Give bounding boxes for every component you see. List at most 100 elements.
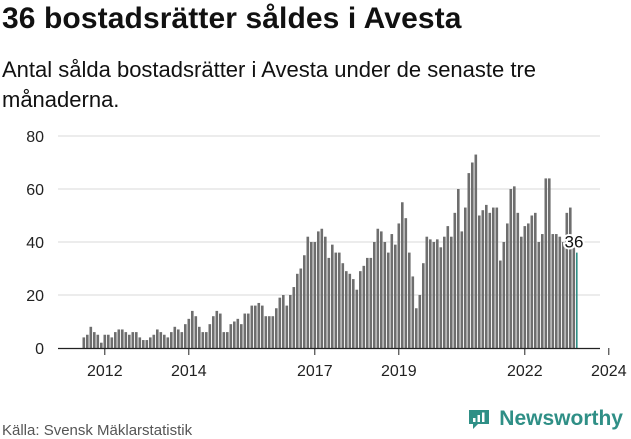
source-note: Källa: Svensk Mäklarstatistik — [2, 422, 193, 439]
bar — [548, 178, 551, 348]
bar — [401, 202, 404, 348]
bar — [191, 310, 194, 348]
bar — [537, 242, 541, 348]
bar — [527, 223, 530, 348]
bar — [219, 313, 222, 348]
bar — [317, 231, 320, 348]
bar — [471, 162, 474, 348]
bar — [397, 223, 401, 348]
bar — [418, 295, 422, 348]
bar — [502, 242, 506, 348]
chart-logo-icon — [469, 410, 490, 429]
bar — [222, 332, 226, 348]
bar — [474, 154, 478, 348]
bar — [439, 247, 443, 348]
bar — [142, 340, 145, 348]
bar — [478, 215, 481, 348]
bar — [569, 207, 572, 348]
bar — [233, 321, 236, 348]
bar — [369, 257, 373, 348]
bar — [128, 334, 131, 348]
y-tick-label: 20 — [26, 288, 44, 305]
bar — [268, 316, 271, 348]
bar — [355, 289, 359, 348]
chart-title: 36 bostadsrätter såldes i Avesta — [2, 2, 462, 35]
bar — [264, 316, 268, 348]
bar — [156, 329, 159, 348]
bar — [373, 242, 376, 348]
bar — [366, 257, 369, 348]
bar — [352, 279, 355, 348]
bar — [324, 236, 327, 348]
bar — [198, 326, 201, 348]
bar — [565, 212, 569, 348]
bar — [530, 215, 534, 348]
bar — [254, 305, 257, 348]
bar — [310, 242, 313, 348]
x-tick-label: 2024 — [591, 363, 627, 380]
bar — [572, 239, 576, 348]
bar — [289, 295, 292, 348]
y-axis-labels: 0 20 40 60 80 — [26, 129, 44, 358]
bar — [184, 324, 187, 348]
bar — [187, 318, 191, 348]
bar — [555, 234, 558, 348]
bar — [436, 239, 439, 348]
bar — [362, 265, 366, 348]
bar — [562, 242, 565, 348]
bar — [408, 252, 411, 348]
bar — [96, 334, 100, 348]
x-tick-label: 2014 — [171, 363, 207, 380]
bar — [348, 273, 352, 348]
bar-series — [82, 154, 578, 348]
bar — [313, 242, 317, 348]
bar — [250, 305, 254, 348]
bar — [296, 273, 299, 348]
bar — [520, 236, 523, 348]
bar — [415, 308, 418, 348]
bar — [499, 260, 502, 348]
bar — [261, 305, 264, 348]
bar — [86, 334, 89, 348]
y-tick-label: 60 — [26, 182, 44, 199]
bar — [320, 228, 324, 348]
bar — [450, 236, 453, 348]
bar — [121, 329, 124, 348]
bar — [275, 308, 278, 348]
x-tick-label: 2012 — [87, 363, 123, 380]
x-tick-label: 2017 — [297, 363, 333, 380]
brand-logo: Newsworthy — [467, 407, 623, 431]
bar — [376, 228, 380, 348]
bar — [345, 271, 348, 348]
bar — [390, 234, 394, 348]
bar — [306, 236, 310, 348]
bar — [457, 189, 460, 348]
bar — [282, 295, 285, 348]
bar — [341, 263, 345, 348]
bar — [163, 334, 166, 348]
bar — [205, 332, 208, 348]
bar — [481, 210, 485, 348]
bar — [292, 287, 296, 348]
bar — [159, 332, 163, 348]
bar — [173, 326, 177, 348]
bar — [170, 332, 173, 348]
y-tick-label: 40 — [26, 235, 44, 252]
bar — [485, 204, 488, 348]
x-tick-label: 2022 — [507, 363, 543, 380]
bar — [107, 334, 110, 348]
bar — [558, 236, 562, 348]
bar — [201, 332, 205, 348]
y-tick-label: 0 — [35, 341, 44, 358]
bar — [334, 252, 338, 348]
bar — [166, 337, 170, 348]
bar — [212, 316, 215, 348]
bar — [135, 332, 138, 348]
chart-subtitle: Antal sålda bostadsrätter i Avesta under… — [2, 57, 537, 112]
bar — [103, 334, 107, 348]
bar — [285, 305, 289, 348]
bar — [93, 332, 96, 348]
bar — [380, 231, 383, 348]
bar — [180, 332, 184, 348]
bar — [534, 212, 537, 348]
